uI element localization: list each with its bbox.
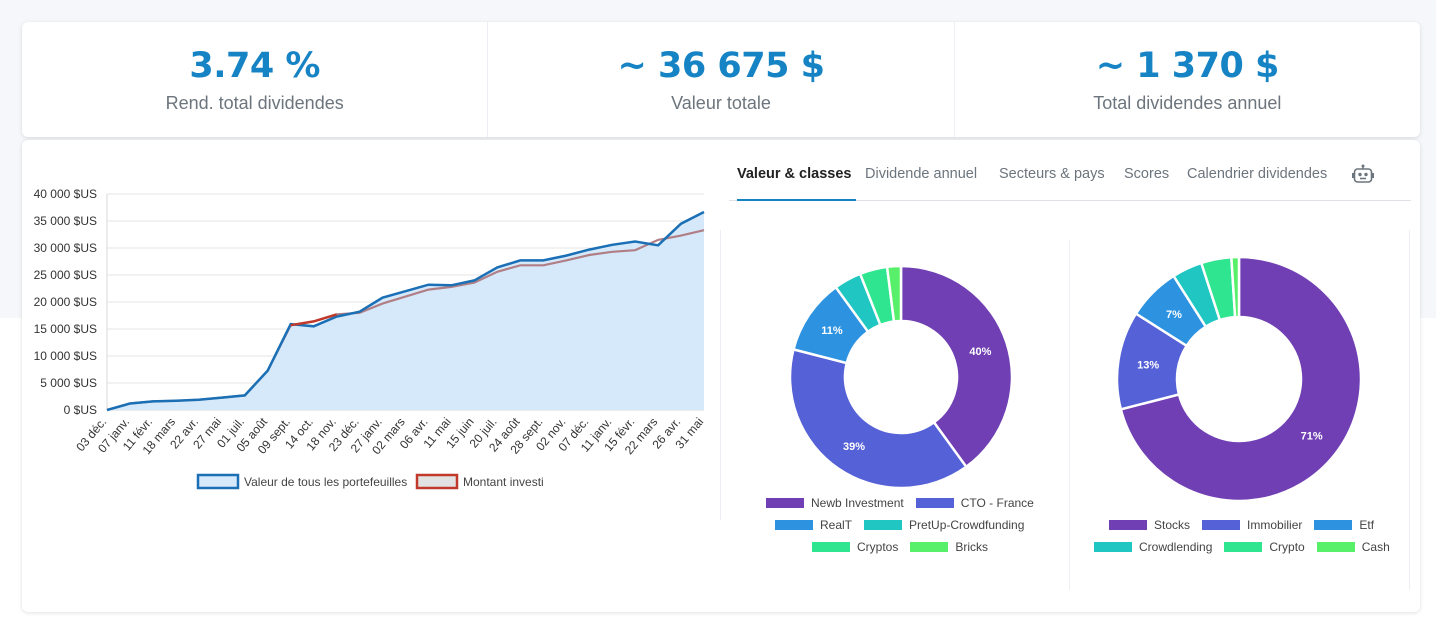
- pie-slice[interactable]: [899, 264, 1014, 469]
- y-tick-label: 15 000 $US: [34, 322, 97, 336]
- portfolio-value-chart: 0 $US 5 000 $US 10 000 $US 15 000 $US 20 000…: [34, 187, 706, 490]
- tab-bar: Valeur & classes Dividende annuel Secteu…: [729, 160, 1411, 201]
- divider: [1409, 230, 1410, 590]
- y-tick-label: 0 $US: [64, 403, 97, 417]
- legend-item[interactable]: Newb Investment: [766, 496, 904, 510]
- stat-dividend-yield: 3.74 % Rend. total dividendes: [22, 22, 489, 137]
- series-line-valeur-portefeuilles: [106, 210, 705, 412]
- legend-item[interactable]: Crowdlending: [1094, 540, 1212, 554]
- stat-value: 3.74 %: [189, 46, 320, 86]
- portfolio-area-fill: [107, 212, 704, 410]
- series-line-montant-investi-highlight: [290, 313, 337, 327]
- legend-swatch[interactable]: [415, 473, 459, 490]
- y-tick-label: 35 000 $US: [34, 214, 97, 228]
- pie-slice[interactable]: [788, 347, 968, 490]
- pie-slice[interactable]: [1230, 255, 1241, 319]
- legend-label[interactable]: Montant investi: [463, 475, 544, 489]
- pie-data-label: 7%: [1166, 309, 1182, 321]
- pie-data-label: 40%: [969, 346, 991, 358]
- stat-annual-dividends: ~ 1 370 $ Total dividendes annuel: [955, 22, 1420, 137]
- robot-icon[interactable]: [1351, 164, 1375, 191]
- legend-item[interactable]: Etf: [1314, 518, 1374, 532]
- pie-data-label: 39%: [843, 441, 865, 453]
- pie-data-label: 71%: [1301, 430, 1323, 442]
- legend-item[interactable]: Crypto: [1224, 540, 1305, 554]
- stat-label: Valeur totale: [671, 93, 771, 113]
- stat-value: ~ 36 675 $: [617, 46, 825, 86]
- tab-dividende-annuel[interactable]: Dividende annuel: [865, 166, 978, 182]
- y-tick-label: 25 000 $US: [34, 268, 97, 282]
- legend-label[interactable]: Valeur de tous les portefeuilles: [244, 475, 407, 489]
- legend-item[interactable]: Immobilier: [1202, 518, 1302, 532]
- y-tick-label: 30 000 $US: [34, 241, 97, 255]
- pie-slice[interactable]: [1119, 255, 1363, 503]
- legend-item[interactable]: Bricks: [910, 540, 988, 554]
- stat-label: Rend. total dividendes: [165, 93, 344, 113]
- y-tick-label: 20 000 $US: [34, 295, 97, 309]
- legend-item[interactable]: Cryptos: [812, 540, 898, 554]
- y-tick-label: 5 000 $US: [40, 376, 97, 390]
- y-tick-label: 10 000 $US: [34, 349, 97, 363]
- stat-label: Total dividendes annuel: [1093, 93, 1282, 113]
- tab-scores[interactable]: Scores: [1124, 166, 1170, 182]
- main-card: 0 $US 5 000 $US 10 000 $US 15 000 $US 20 000…: [22, 140, 1420, 612]
- tab-secteurs-pays[interactable]: Secteurs & pays: [999, 166, 1105, 182]
- stat-total-value: ~ 36 675 $ Valeur totale: [488, 22, 955, 137]
- pie-slice[interactable]: [885, 264, 903, 323]
- tab-valeur-classes[interactable]: Valeur & classes: [737, 160, 856, 201]
- tab-calendrier-dividendes[interactable]: Calendrier dividendes: [1187, 166, 1328, 182]
- y-tick-label: 40 000 $US: [34, 187, 97, 201]
- legend-item[interactable]: CTO - France: [915, 496, 1034, 510]
- pie-data-label: 13%: [1137, 360, 1159, 372]
- chart-legend: Valeur de tous les portefeuilles Montant …: [196, 473, 544, 490]
- divider: [720, 230, 721, 520]
- divider: [1069, 240, 1070, 590]
- pie-data-label: 11%: [821, 325, 843, 337]
- legend-swatch[interactable]: [196, 473, 240, 490]
- account-allocation-donut: 40% 39% 11%: [788, 264, 1014, 490]
- stats-card: 3.74 % Rend. total dividendes ~ 36 675 $…: [22, 22, 1420, 137]
- stat-value: ~ 1 370 $: [1095, 46, 1280, 86]
- legend-item[interactable]: RealT: [775, 518, 852, 532]
- legend-item[interactable]: Cash: [1316, 540, 1390, 554]
- legend-item[interactable]: PretUp-Crowdfunding: [864, 518, 1024, 532]
- legend-item[interactable]: Stocks: [1109, 518, 1190, 532]
- asset-class-donut: 71% 13% 7%: [1115, 255, 1363, 503]
